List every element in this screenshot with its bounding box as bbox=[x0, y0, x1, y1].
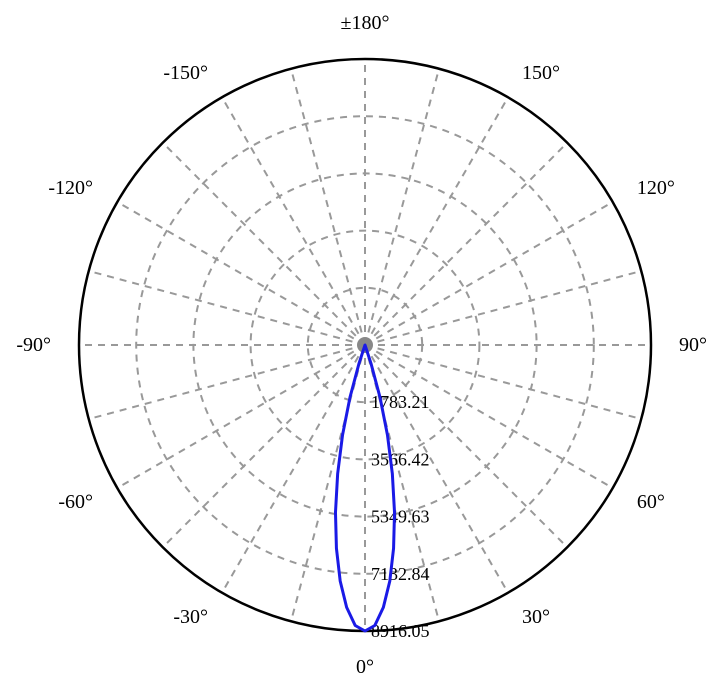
polar-chart: ±180° 150° 120° 90° 60° 30° 0° -150° -120° -90° -6… bbox=[0, 0, 727, 693]
angle-label: -150° bbox=[163, 62, 208, 84]
angle-label: 60° bbox=[637, 491, 665, 513]
angle-label: 120° bbox=[637, 177, 675, 199]
angle-label: 90° bbox=[679, 334, 707, 356]
angle-label: 0° bbox=[356, 656, 374, 678]
angle-label: -120° bbox=[48, 177, 93, 199]
radial-tick-label: 5349.63 bbox=[371, 507, 430, 527]
polar-chart-svg: ±180° 150° 120° 90° 60° 30° 0° -150° -120° -90° -6… bbox=[0, 0, 727, 693]
radial-tick-label: 3566.42 bbox=[371, 449, 430, 469]
angle-label: -60° bbox=[58, 491, 93, 513]
radial-tick-label: 8916.05 bbox=[371, 621, 430, 641]
angle-label: 150° bbox=[522, 62, 560, 84]
angle-label: 30° bbox=[522, 606, 550, 628]
angle-label: -90° bbox=[16, 334, 51, 356]
angle-label: ±180° bbox=[341, 12, 390, 34]
angle-label: -30° bbox=[173, 606, 208, 628]
radial-tick-label: 7132.84 bbox=[371, 564, 430, 584]
